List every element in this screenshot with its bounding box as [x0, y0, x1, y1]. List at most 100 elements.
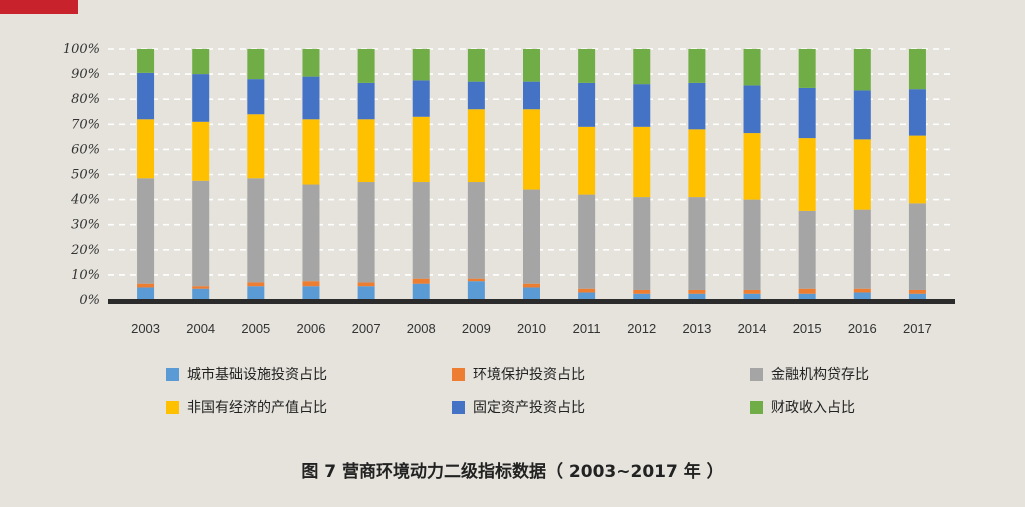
- x-tick-label: 2005: [241, 321, 270, 336]
- legend-swatch-urban-infra: [166, 367, 179, 381]
- bar-segment: [743, 85, 761, 134]
- bar-segment: [192, 288, 210, 300]
- y-tick-label: 100%: [63, 42, 100, 57]
- bar-segment: [192, 180, 210, 287]
- bar-segment: [467, 49, 485, 82]
- y-tick-label: 70%: [71, 117, 100, 132]
- bar-segment: [908, 293, 926, 300]
- y-tick-label: 40%: [70, 193, 100, 208]
- x-tick-label: 2011: [573, 321, 601, 336]
- legend-swatch-non-state: [166, 400, 179, 414]
- bar-segment: [523, 189, 540, 284]
- bar-segment: [302, 76, 320, 120]
- bar-segment: [467, 182, 485, 279]
- legend-swatch-loan-deposit: [750, 367, 763, 381]
- y-tick-label: 60%: [71, 142, 100, 157]
- bar-segment: [523, 81, 540, 110]
- bar-segment: [523, 287, 540, 300]
- stacked-bar-chart: 0% 10% 20% 30% 40% 50% 60% 70% 80% 90% 100% 2003 200…: [63, 42, 955, 336]
- bar-segment: [798, 87, 816, 139]
- x-tick-label: 2010: [517, 321, 546, 336]
- y-tick-label: 80%: [71, 92, 100, 107]
- bar-segment: [743, 133, 761, 200]
- bar-segment: [247, 79, 265, 115]
- bar-segment: [688, 197, 706, 290]
- bar-segment: [412, 116, 430, 183]
- x-tick-label: 2008: [407, 321, 436, 336]
- x-tick-label: 2009: [462, 321, 491, 336]
- bar-segment: [523, 283, 540, 288]
- bar-segment: [302, 281, 320, 287]
- bar-segment: [743, 293, 761, 300]
- bar-segment: [192, 49, 210, 75]
- bar-segment: [137, 283, 155, 288]
- bar-segment: [192, 74, 210, 122]
- legend-swatch-fixed-asset: [452, 400, 465, 414]
- bar-segment: [908, 89, 926, 136]
- x-tick-label: 2013: [682, 321, 711, 336]
- y-tick-label: 10%: [71, 268, 100, 283]
- bar-segment: [137, 178, 155, 284]
- bar-segment: [467, 109, 485, 183]
- bar-segment: [798, 293, 816, 300]
- y-tick-label: 0%: [79, 293, 100, 308]
- bar-segment: [798, 49, 816, 88]
- bar-segment: [743, 289, 761, 294]
- bar-segment: [247, 114, 265, 179]
- bar-segment: [412, 49, 430, 81]
- x-tick-label: 2014: [738, 321, 767, 336]
- legend-label-fixed-asset: 固定资产投资占比: [473, 400, 585, 416]
- bar-segment: [798, 210, 816, 289]
- bar-segment: [467, 281, 485, 300]
- bar-segment: [302, 286, 320, 300]
- decorative-red-bar: [0, 0, 78, 14]
- bar-segment: [853, 49, 871, 91]
- legend-swatch-env-protect: [452, 367, 465, 381]
- figure-caption: 图 7 营商环境动力二级指标数据（ 2003~2017 年 ）: [301, 462, 724, 482]
- bar-segment: [633, 197, 651, 290]
- bar-segment: [137, 49, 155, 73]
- x-tick-label: 2016: [848, 321, 877, 336]
- bar-segment: [357, 119, 375, 183]
- bar-segment: [853, 288, 871, 293]
- bar-segment: [578, 288, 596, 293]
- legend-label-env-protect: 环境保护投资占比: [473, 367, 585, 383]
- legend-label-non-state: 非国有经济的产值占比: [187, 400, 327, 416]
- x-tick-label: 2015: [793, 321, 822, 336]
- bar-segment: [412, 80, 430, 117]
- bar-segment: [467, 278, 485, 282]
- legend-label-fiscal: 财政收入占比: [771, 400, 855, 416]
- legend-label-urban-infra: 城市基础设施投资占比: [187, 367, 327, 383]
- bar-segment: [302, 49, 320, 77]
- bar-segment: [357, 182, 375, 283]
- bar-segment: [357, 82, 375, 120]
- x-axis-line: [108, 299, 955, 304]
- bar-segment: [247, 286, 265, 300]
- bar-segment: [137, 287, 155, 300]
- bar-segment: [467, 81, 485, 110]
- x-tick-label: 2012: [627, 321, 656, 336]
- x-tick-label: 2017: [903, 321, 932, 336]
- y-tick-label: 30%: [71, 218, 100, 233]
- legend-item-fixed-asset: 固定资产投资占比: [452, 397, 585, 417]
- bar-segment: [633, 289, 651, 294]
- bar-segment: [908, 135, 926, 204]
- bar-segment: [523, 109, 540, 190]
- bar-segment: [798, 138, 816, 211]
- bar-segment: [247, 178, 265, 283]
- bar-segment: [688, 49, 706, 83]
- legend-item-fiscal: 财政收入占比: [750, 397, 855, 417]
- bar-segment: [853, 292, 871, 300]
- bar-segment: [357, 282, 375, 287]
- x-tick-label: 2004: [186, 321, 215, 336]
- y-tick-label: 20%: [70, 243, 100, 258]
- bar-segment: [247, 49, 265, 80]
- bar-segment: [412, 278, 430, 284]
- bar-segment: [798, 288, 816, 294]
- bar-segment: [908, 49, 926, 90]
- y-tick-label: 90%: [71, 67, 100, 82]
- x-tick-label: 2007: [352, 321, 381, 336]
- bar-segment: [302, 184, 320, 282]
- bar-segment: [578, 126, 596, 195]
- bar-segment: [743, 199, 761, 290]
